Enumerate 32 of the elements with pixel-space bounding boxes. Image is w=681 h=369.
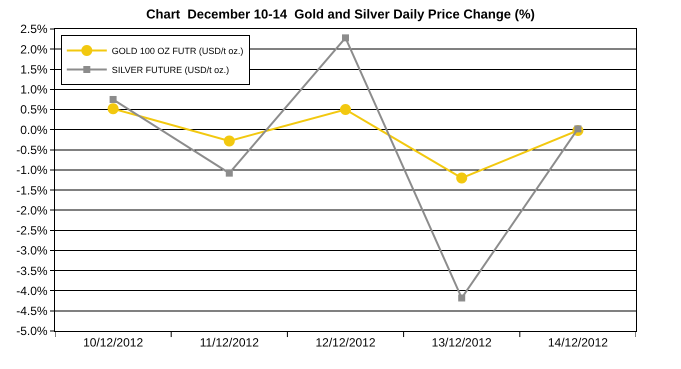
point xyxy=(224,135,235,146)
y-tick-label: -0.5% xyxy=(16,143,48,157)
x-tick-label: 14/12/2012 xyxy=(548,335,608,350)
x-tick-label: 13/12/2012 xyxy=(432,335,492,350)
y-tick-label: -4.0% xyxy=(16,284,48,298)
point xyxy=(110,96,117,103)
y-tick-label: -1.5% xyxy=(16,183,48,198)
y-tick-label: -5.0% xyxy=(16,324,48,338)
y-tick-label: -4.5% xyxy=(16,304,48,318)
y-tick-label: -3.5% xyxy=(16,264,48,278)
point xyxy=(458,294,466,302)
y-tick-label: -2.5% xyxy=(16,224,48,238)
y-tick-label: 0.0% xyxy=(20,122,48,137)
point xyxy=(456,172,468,184)
point xyxy=(342,34,349,42)
y-tick-label: -2.0% xyxy=(16,203,48,218)
x-tick-label: 10/12/2012 xyxy=(83,335,144,350)
y-tick-label: -3.0% xyxy=(16,244,48,258)
legend-label: GOLD 100 OZ FUTR (USD/t oz.) xyxy=(112,46,244,56)
point xyxy=(108,103,119,114)
y-tick-label: 2.0% xyxy=(20,42,48,56)
y-tick-label: -1.0% xyxy=(16,163,48,178)
x-tick-label: 12/12/2012 xyxy=(315,335,376,350)
y-tick-label: 0.5% xyxy=(20,102,48,117)
chart-title: Chart December 10-14 Gold and Silver Daily Price Change (%) xyxy=(146,6,535,22)
y-tick-label: 1.0% xyxy=(20,82,48,97)
x-tick-label: 11/12/2012 xyxy=(200,335,260,350)
point xyxy=(226,170,233,177)
point xyxy=(340,104,351,116)
legend-label: SILVER FUTURE (USD/t oz.) xyxy=(112,65,230,76)
y-tick-label: 1.5% xyxy=(20,62,48,76)
y-tick-label: 2.5% xyxy=(20,22,48,36)
